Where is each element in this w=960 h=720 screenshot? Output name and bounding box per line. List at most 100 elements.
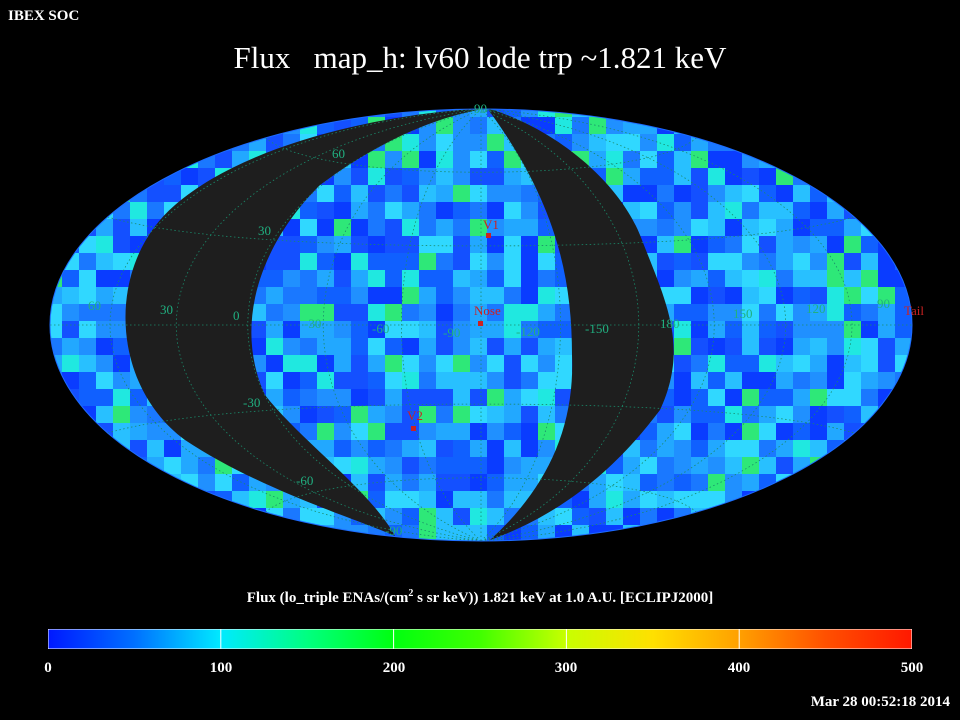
flux-pixel [895, 270, 912, 287]
flux-pixel [453, 423, 470, 440]
flux-pixel [385, 355, 402, 372]
flux-pixel [912, 474, 929, 491]
flux-pixel [878, 202, 895, 219]
flux-pixel [402, 185, 419, 202]
flux-pixel [691, 457, 708, 474]
flux-pixel [691, 253, 708, 270]
flux-pixel [470, 168, 487, 185]
flux-pixel [487, 389, 504, 406]
flux-pixel [419, 202, 436, 219]
flux-pixel [793, 338, 810, 355]
flux-pixel [572, 542, 589, 555]
flux-pixel [810, 168, 827, 185]
colorbar-title-sup: 2 [408, 588, 414, 599]
flux-pixel [742, 185, 759, 202]
flux-pixel [147, 202, 164, 219]
flux-pixel [487, 287, 504, 304]
flux-pixel [283, 304, 300, 321]
flux-pixel [385, 440, 402, 457]
flux-pixel [640, 185, 657, 202]
flux-pixel [708, 508, 725, 525]
flux-pixel [249, 304, 266, 321]
flux-pixel [606, 168, 623, 185]
flux-pixel [827, 474, 844, 491]
flux-pixel [725, 423, 742, 440]
flux-pixel [147, 508, 164, 525]
flux-pixel [317, 219, 334, 236]
flux-pixel [555, 304, 572, 321]
flux-pixel [912, 406, 929, 423]
flux-pixel [62, 440, 79, 457]
flux-pixel [130, 389, 147, 406]
flux-pixel [640, 474, 657, 491]
flux-pixel [130, 134, 147, 151]
grid-line [322, 109, 482, 541]
flux-pixel [538, 440, 555, 457]
flux-pixel [912, 253, 929, 270]
flux-pixel [674, 270, 691, 287]
flux-pixel [232, 117, 249, 134]
flux-pixel [436, 491, 453, 508]
flux-pixel [538, 236, 555, 253]
flux-pixel [317, 508, 334, 525]
marker-v2: V2 [407, 408, 423, 431]
flux-pixel [50, 219, 62, 236]
flux-pixel [555, 109, 572, 117]
flux-pixel [300, 287, 317, 304]
flux-pixel [436, 202, 453, 219]
flux-pixel [385, 202, 402, 219]
flux-pixel [504, 151, 521, 168]
flux-pixel [725, 389, 742, 406]
flux-pixel [419, 270, 436, 287]
flux-pixel [317, 236, 334, 253]
flux-pixel [232, 508, 249, 525]
flux-pixel [436, 287, 453, 304]
flux-pixel [130, 168, 147, 185]
flux-pixel [317, 253, 334, 270]
flux-pixel [793, 109, 810, 117]
flux-pixel [742, 457, 759, 474]
flux-pixel [895, 134, 912, 151]
flux-pixel [912, 338, 929, 355]
flux-pixel [300, 406, 317, 423]
lon-label-180: 180 [660, 316, 680, 331]
flux-pixel [164, 525, 181, 541]
flux-pixel [538, 270, 555, 287]
flux-pixel [470, 253, 487, 270]
flux-pixel [827, 287, 844, 304]
flux-pixel [691, 202, 708, 219]
flux-pixel [742, 474, 759, 491]
flux-pixel [96, 219, 113, 236]
flux-pixel [793, 406, 810, 423]
flux-pixel [827, 236, 844, 253]
flux-pixel [181, 117, 198, 134]
flux-pixel [708, 117, 725, 134]
flux-pixel [827, 406, 844, 423]
flux-pixel [130, 542, 147, 555]
flux-pixel [521, 287, 538, 304]
flux-pixel [334, 440, 351, 457]
flux-pixel [861, 474, 878, 491]
flux-pixel [657, 236, 674, 253]
flux-pixel [912, 321, 929, 338]
flux-pixel [691, 406, 708, 423]
flux-pixel [385, 253, 402, 270]
flux-pixel [215, 134, 232, 151]
sky-map: 90 60 30 -30 -60 -90 60 30 0 -30 -60 -90… [49, 101, 929, 555]
flux-pixel [419, 389, 436, 406]
flux-pixel [164, 168, 181, 185]
flux-pixel [300, 372, 317, 389]
flux-pixel [249, 525, 266, 541]
flux-pixel [436, 389, 453, 406]
flux-pixel [453, 372, 470, 389]
flux-pixel [317, 117, 334, 134]
flux-pixel [521, 440, 538, 457]
flux-pixel [164, 151, 181, 168]
flux-pixel [402, 491, 419, 508]
flux-pixel [878, 525, 895, 541]
flux-pixel [402, 355, 419, 372]
flux-pixel [674, 372, 691, 389]
flux-pixel [351, 321, 368, 338]
flux-pixel [555, 117, 572, 134]
flux-pixel [368, 491, 385, 508]
